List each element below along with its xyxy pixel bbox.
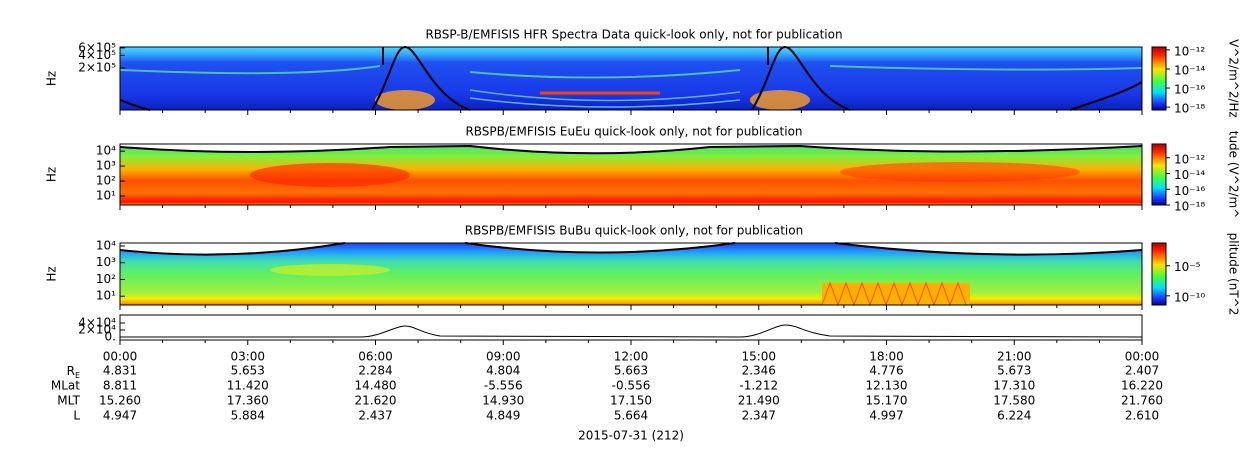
colorbar-tick-label: 10⁻¹⁶ — [1174, 83, 1205, 97]
colorbar-tick-label: 10⁻¹⁸ — [1174, 102, 1205, 116]
ephemeris-value: 12.130 — [866, 379, 908, 393]
x-tick-label: 00:00 — [103, 350, 138, 364]
y-tick-label: 10³ — [96, 159, 116, 173]
ephemeris-value: 17.360 — [227, 394, 269, 408]
ephemeris-label: MLat — [51, 379, 80, 393]
ephemeris-value: 4.831 — [103, 364, 137, 378]
ephemeris-label: L — [73, 409, 80, 423]
y-axis-label: Hz — [45, 167, 59, 182]
y-tick-label: 0. — [105, 329, 116, 343]
colorbar-label: V^2/m^2/Hz — [1227, 39, 1241, 118]
colorbar-tick-label: 10⁻¹² — [1174, 44, 1205, 58]
ephemeris-value: 6.224 — [997, 409, 1031, 423]
ephemeris-label: MLT — [57, 394, 80, 408]
spectrogram-bubu — [119, 242, 1143, 307]
x-tick-label: 03:00 — [230, 350, 265, 364]
ephemeris-value: 15.170 — [866, 394, 908, 408]
ephemeris-value: 5.664 — [614, 409, 648, 423]
x-tick-label: 00:00 — [1125, 350, 1160, 364]
colorbar — [1151, 143, 1167, 206]
ephemeris-value: 11.420 — [227, 379, 269, 393]
ephemeris-value: -5.556 — [484, 379, 523, 393]
x-tick-label: 09:00 — [486, 350, 521, 364]
ephemeris-value: 17.150 — [610, 394, 652, 408]
ephemeris-label: RE — [67, 364, 80, 380]
ephemeris-value: 5.673 — [997, 364, 1031, 378]
ephemeris-value: 2.437 — [358, 409, 392, 423]
ephemeris-value: -1.212 — [739, 379, 778, 393]
colorbar-tick-label: 10⁻¹⁶ — [1174, 184, 1205, 198]
y-tick-label: 10⁴ — [96, 144, 116, 158]
ephemeris-value: 14.930 — [482, 394, 524, 408]
colorbar-tick-label: 10⁻¹⁸ — [1174, 200, 1205, 214]
ephemeris-value: 17.310 — [993, 379, 1035, 393]
date-label: 2015-07-31 (212) — [578, 429, 684, 443]
ephemeris-value: 2.347 — [742, 409, 776, 423]
colorbar-tick-label: 10⁻¹² — [1174, 152, 1205, 166]
y-tick-label: 4×10⁵ — [78, 48, 116, 62]
x-tick-label: 21:00 — [997, 350, 1032, 364]
ephemeris-value: 2.407 — [1125, 364, 1159, 378]
y-tick-label: 10⁴ — [96, 238, 116, 252]
field-magnitude-line — [120, 324, 1143, 338]
ephemeris-value: -0.556 — [612, 379, 651, 393]
y-tick-label: 6×10⁵ — [78, 40, 116, 54]
colorbar-tick-label: 10⁻¹⁴ — [1174, 63, 1205, 77]
ephemeris-value: 8.811 — [103, 379, 137, 393]
y-axis-label: Hz — [45, 266, 59, 281]
spectrogram-hfr — [119, 45, 1143, 111]
y-tick-label: 10¹ — [96, 289, 116, 303]
ephemeris-value: 4.804 — [486, 364, 520, 378]
x-tick-label: 15:00 — [741, 350, 776, 364]
ephemeris-value: 5.653 — [231, 364, 265, 378]
colorbar — [1151, 242, 1167, 306]
ephemeris-value: 4.776 — [869, 364, 903, 378]
y-tick-label: 4×10⁴ — [78, 316, 116, 330]
x-tick-label: 12:00 — [614, 350, 649, 364]
panel-title: RBSP-B/EMFISIS HFR Spectra Data quick-lo… — [425, 28, 842, 42]
y-tick-label: 2×10⁵ — [78, 60, 116, 74]
ephemeris-value: 2.610 — [1125, 409, 1159, 423]
x-tick-label: 06:00 — [358, 350, 393, 364]
ephemeris-value: 4.947 — [103, 409, 137, 423]
ephemeris-value: 21.620 — [355, 394, 397, 408]
y-axis-label: Hz — [45, 71, 59, 86]
spectrogram-eueu — [119, 144, 1143, 205]
y-tick-label: 10² — [96, 174, 116, 188]
y-tick-label: 2×10⁴ — [78, 323, 116, 337]
colorbar-tick-label: 10⁻¹⁰ — [1174, 290, 1205, 304]
colorbar-tick-label: 10⁻⁵ — [1174, 260, 1201, 274]
ephemeris-value: 17.580 — [993, 394, 1035, 408]
ephemeris-value: 5.663 — [614, 364, 648, 378]
panel-title: RBSPB/EMFISIS EuEu quick-look only, not … — [465, 125, 802, 139]
ephemeris-value: 4.849 — [486, 409, 520, 423]
ephemeris-value: 4.997 — [869, 409, 903, 423]
colorbar — [1151, 46, 1167, 111]
ephemeris-value: 2.346 — [742, 364, 776, 378]
colorbar-label: plitude (nT^2 — [1227, 233, 1241, 316]
ephemeris-value: 2.284 — [358, 364, 392, 378]
ephemeris-value: 16.220 — [1121, 379, 1163, 393]
panel-title: RBSPB/EMFISIS BuBu quick-look only, not … — [465, 224, 803, 238]
y-tick-label: 10¹ — [96, 188, 116, 202]
ephemeris-value: 14.480 — [355, 379, 397, 393]
ephemeris-value: 5.884 — [231, 409, 265, 423]
ephemeris-value: 15.260 — [99, 394, 141, 408]
y-tick-label: 10³ — [96, 255, 116, 269]
colorbar-label: tude (V^2/m^ — [1227, 131, 1241, 219]
ephemeris-value: 21.490 — [738, 394, 780, 408]
ephemeris-value: 21.760 — [1121, 394, 1163, 408]
y-tick-label: 10² — [96, 272, 116, 286]
x-tick-label: 18:00 — [869, 350, 904, 364]
colorbar-tick-label: 10⁻¹⁴ — [1174, 168, 1205, 182]
